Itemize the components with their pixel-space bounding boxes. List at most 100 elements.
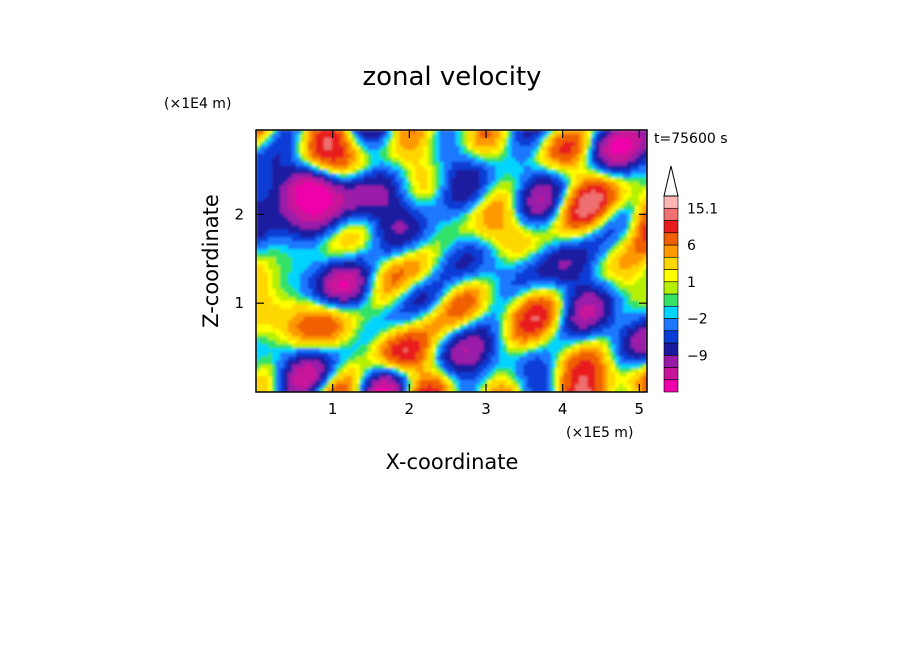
contour-cell [391,268,397,274]
contour-cell [351,149,357,155]
contour-cell [391,193,397,199]
contour-cell [595,257,600,262]
contour-cell [335,257,341,262]
contour-cell [635,153,640,159]
contour-cell [307,300,313,306]
contour-cell [295,130,301,135]
contour-cell [427,133,433,139]
contour-cell [631,221,636,226]
contour-cell [339,189,345,195]
contour-cell [627,284,632,290]
contour-cell [267,241,273,246]
contour-cell [335,288,341,294]
contour-cell [263,205,269,210]
contour-cell [303,225,309,230]
contour-cell [495,217,500,222]
contour-cell [579,137,584,143]
contour-cell [443,268,449,274]
contour-cell [631,284,636,290]
contour-cell [587,153,592,159]
contour-cell [575,205,580,210]
contour-cell [256,264,261,270]
contour-cell [415,328,421,334]
contour-cell [291,201,297,207]
contour-cell [387,130,393,135]
contour-cell [263,157,269,163]
contour-cell [363,209,369,214]
contour-cell [451,320,457,326]
contour-cell [475,225,481,230]
contour-cell [319,312,325,318]
contour-cell [419,261,425,266]
contour-cell [579,292,584,298]
contour-cell [299,149,305,155]
contour-cell [447,149,453,155]
contour-cell [271,312,277,318]
contour-cell [459,261,465,266]
contour-cell [323,284,329,290]
contour-cell [355,257,361,262]
contour-cell [455,213,461,218]
contour-cell [595,308,600,314]
contour-cell [291,241,297,246]
contour-cell [403,217,409,222]
contour-cell [455,233,461,238]
contour-cell [495,149,500,155]
contour-cell [583,276,588,282]
contour-cell [319,229,325,234]
contour-cell [399,284,405,290]
contour-cell [355,193,361,199]
contour-cell [455,185,461,191]
contour-cell [331,268,337,274]
contour-cell [319,181,325,187]
contour-cell [487,193,492,199]
contour-cell [467,161,473,167]
contour-cell [591,221,596,226]
contour-cell [463,280,469,286]
contour-cell [451,296,457,302]
contour-cell [327,153,333,159]
contour-cell [607,193,612,199]
contour-cell [611,296,616,302]
contour-cell [611,292,616,298]
contour-cell [459,304,465,310]
contour-cell [559,308,564,314]
contour-cell [447,253,453,258]
contour-cell [463,217,469,222]
contour-cell [643,272,647,278]
contour-cell [307,213,313,218]
contour-cell [559,130,564,135]
contour-cell [371,276,377,282]
contour-cell [439,209,445,214]
contour-cell [555,217,560,222]
contour-cell [619,280,624,286]
contour-cell [347,205,353,210]
contour-cell [611,237,616,242]
contour-cell [519,257,524,262]
contour-cell [415,268,421,274]
contour-cell [447,284,453,290]
contour-cell [359,173,365,179]
contour-cell [563,213,568,218]
contour-cell [563,324,568,330]
contour-cell [256,137,261,143]
contour-cell [327,201,333,207]
contour-cell [479,292,485,298]
contour-cell [475,261,481,266]
contour-cell [295,213,301,218]
contour-cell [551,249,556,254]
contour-cell [599,237,604,242]
contour-cell [379,205,385,210]
contour-cell [351,213,357,218]
contour-cell [527,288,532,294]
contour-cell [511,169,516,175]
contour-cell [299,173,305,179]
contour-cell [639,217,644,222]
contour-cell [299,137,305,143]
contour-cell [639,292,644,298]
contour-cell [287,261,293,266]
contour-cell [256,272,261,278]
contour-cell [291,272,297,278]
contour-cell [271,229,277,234]
contour-cell [295,312,301,318]
